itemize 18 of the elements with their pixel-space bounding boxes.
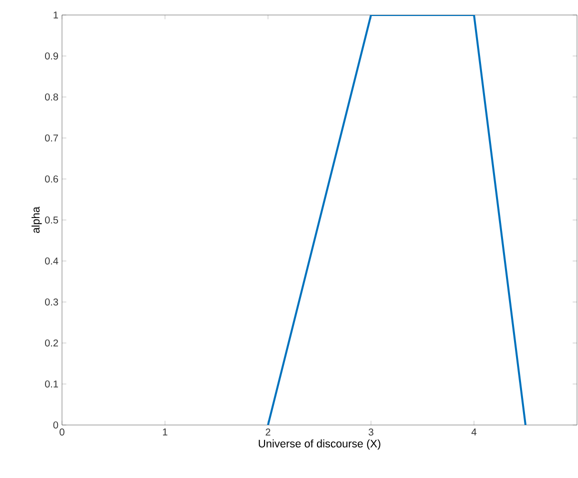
x-tick-label: 0 [60,428,64,436]
y-tick-label: 0.4 [45,257,58,265]
y-tick-label: 0.1 [45,380,58,388]
x-tick-label: 2 [266,428,270,436]
x-axis-title: Universe of discourse (X) [258,439,380,450]
y-tick-label: 0.6 [45,175,58,183]
y-tick-label: 0.2 [45,339,58,347]
y-tick-label: 0 [53,421,58,429]
y-tick-label: 0.3 [45,298,58,306]
x-tick-label: 1 [162,428,168,436]
x-tick-label: 4 [471,428,476,436]
y-tick-label: 0.5 [45,216,58,224]
x-tick-label: 3 [368,428,374,436]
y-tick-label: 0.8 [45,93,58,101]
y-tick-label: 0.9 [45,52,58,60]
y-tick-label: 1 [54,12,58,18]
y-axis-title: alpha [32,206,42,233]
y-tick-label: 0.7 [45,134,58,142]
